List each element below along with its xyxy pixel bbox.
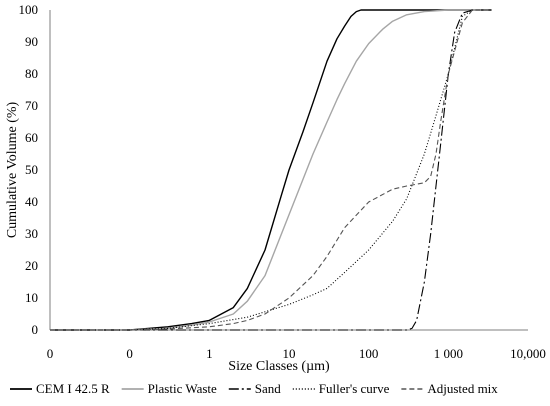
y-tick-label: 20: [25, 258, 38, 273]
x-tick-label: 1 000: [434, 346, 463, 361]
legend-label: Sand: [255, 381, 282, 396]
series-lines: [50, 9, 492, 331]
x-axis-title: Size Classes (µm): [228, 359, 330, 374]
x-tick-label: 0: [47, 346, 54, 361]
series-line-cem-i-42-5-r: [50, 9, 492, 331]
series-line-sand: [50, 9, 492, 331]
y-tick-label: 80: [25, 66, 38, 81]
y-tick-label: 90: [25, 34, 38, 49]
legend-label: Fuller's curve: [319, 381, 390, 396]
y-tick-label: 30: [25, 226, 38, 241]
x-tick-label: 0: [126, 346, 133, 361]
series-line-plastic-waste: [50, 9, 492, 331]
x-tick-label: 1: [206, 346, 213, 361]
legend-label: CEM I 42.5 R: [36, 381, 110, 396]
x-tick-label: 10,000: [510, 346, 546, 361]
y-tick-label: 70: [25, 98, 38, 113]
y-tick-label: 50: [25, 162, 38, 177]
y-axis-title: Cumulative Volume (%): [5, 101, 20, 238]
y-tick-label: 40: [25, 194, 38, 209]
series-line-adjusted-mix: [50, 9, 492, 331]
legend-label: Plastic Waste: [148, 381, 217, 396]
y-tick-label: 10: [25, 290, 38, 305]
legend-label: Adjusted mix: [427, 381, 498, 396]
legend: CEM I 42.5 R Plastic Waste Sand Fuller's cu…: [10, 381, 498, 396]
x-tick-label: 10: [283, 346, 296, 361]
x-tick-label: 100: [359, 346, 379, 361]
y-tick-label: 60: [25, 130, 38, 145]
y-tick-label: 0: [32, 322, 39, 337]
y-tick-label: 100: [19, 2, 39, 17]
series-line-fuller-s-curve: [50, 9, 473, 331]
